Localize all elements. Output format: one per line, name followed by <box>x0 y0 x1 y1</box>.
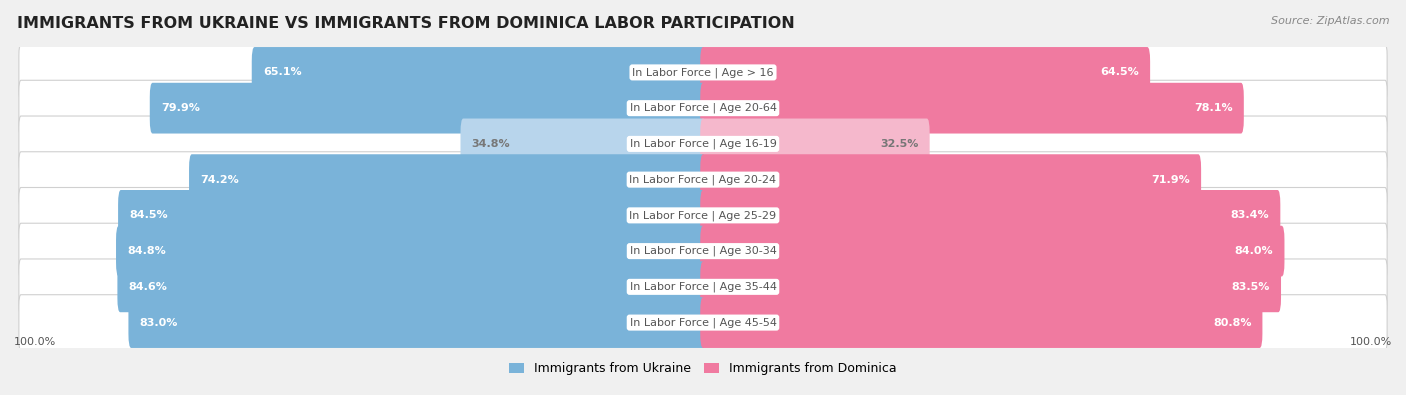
Text: 78.1%: 78.1% <box>1194 103 1233 113</box>
Text: 84.5%: 84.5% <box>129 211 167 220</box>
FancyBboxPatch shape <box>700 226 1285 276</box>
FancyBboxPatch shape <box>18 116 1388 172</box>
FancyBboxPatch shape <box>150 83 706 134</box>
FancyBboxPatch shape <box>118 190 706 241</box>
FancyBboxPatch shape <box>700 83 1244 134</box>
FancyBboxPatch shape <box>700 190 1281 241</box>
Text: In Labor Force | Age 30-34: In Labor Force | Age 30-34 <box>630 246 776 256</box>
Text: 84.8%: 84.8% <box>127 246 166 256</box>
FancyBboxPatch shape <box>700 47 1150 98</box>
FancyBboxPatch shape <box>18 188 1388 243</box>
FancyBboxPatch shape <box>117 226 706 276</box>
FancyBboxPatch shape <box>461 118 706 169</box>
Text: 65.1%: 65.1% <box>263 68 301 77</box>
Text: 83.4%: 83.4% <box>1230 211 1270 220</box>
FancyBboxPatch shape <box>18 223 1388 279</box>
FancyBboxPatch shape <box>700 261 1281 312</box>
Text: 100.0%: 100.0% <box>14 337 56 347</box>
Text: 79.9%: 79.9% <box>160 103 200 113</box>
Text: 83.0%: 83.0% <box>139 318 177 327</box>
Text: 34.8%: 34.8% <box>471 139 510 149</box>
Text: Source: ZipAtlas.com: Source: ZipAtlas.com <box>1271 16 1389 26</box>
FancyBboxPatch shape <box>118 261 706 312</box>
FancyBboxPatch shape <box>18 295 1388 350</box>
FancyBboxPatch shape <box>18 259 1388 315</box>
Text: In Labor Force | Age 25-29: In Labor Force | Age 25-29 <box>630 210 776 221</box>
Text: IMMIGRANTS FROM UKRAINE VS IMMIGRANTS FROM DOMINICA LABOR PARTICIPATION: IMMIGRANTS FROM UKRAINE VS IMMIGRANTS FR… <box>17 16 794 31</box>
Text: In Labor Force | Age 35-44: In Labor Force | Age 35-44 <box>630 282 776 292</box>
FancyBboxPatch shape <box>700 154 1201 205</box>
Text: 64.5%: 64.5% <box>1101 68 1139 77</box>
Text: 32.5%: 32.5% <box>880 139 918 149</box>
FancyBboxPatch shape <box>700 118 929 169</box>
Text: In Labor Force | Age 20-64: In Labor Force | Age 20-64 <box>630 103 776 113</box>
Text: 84.0%: 84.0% <box>1234 246 1274 256</box>
FancyBboxPatch shape <box>188 154 706 205</box>
Legend: Immigrants from Ukraine, Immigrants from Dominica: Immigrants from Ukraine, Immigrants from… <box>505 357 901 380</box>
Text: 83.5%: 83.5% <box>1232 282 1270 292</box>
FancyBboxPatch shape <box>700 297 1263 348</box>
Text: 74.2%: 74.2% <box>200 175 239 184</box>
Text: 80.8%: 80.8% <box>1213 318 1251 327</box>
Text: In Labor Force | Age 16-19: In Labor Force | Age 16-19 <box>630 139 776 149</box>
Text: In Labor Force | Age 45-54: In Labor Force | Age 45-54 <box>630 317 776 328</box>
Text: 71.9%: 71.9% <box>1152 175 1189 184</box>
Text: 84.6%: 84.6% <box>128 282 167 292</box>
Text: In Labor Force | Age > 16: In Labor Force | Age > 16 <box>633 67 773 78</box>
FancyBboxPatch shape <box>18 152 1388 207</box>
Text: In Labor Force | Age 20-24: In Labor Force | Age 20-24 <box>630 174 776 185</box>
Text: 100.0%: 100.0% <box>1350 337 1392 347</box>
FancyBboxPatch shape <box>18 80 1388 136</box>
FancyBboxPatch shape <box>128 297 706 348</box>
FancyBboxPatch shape <box>252 47 706 98</box>
FancyBboxPatch shape <box>18 45 1388 100</box>
